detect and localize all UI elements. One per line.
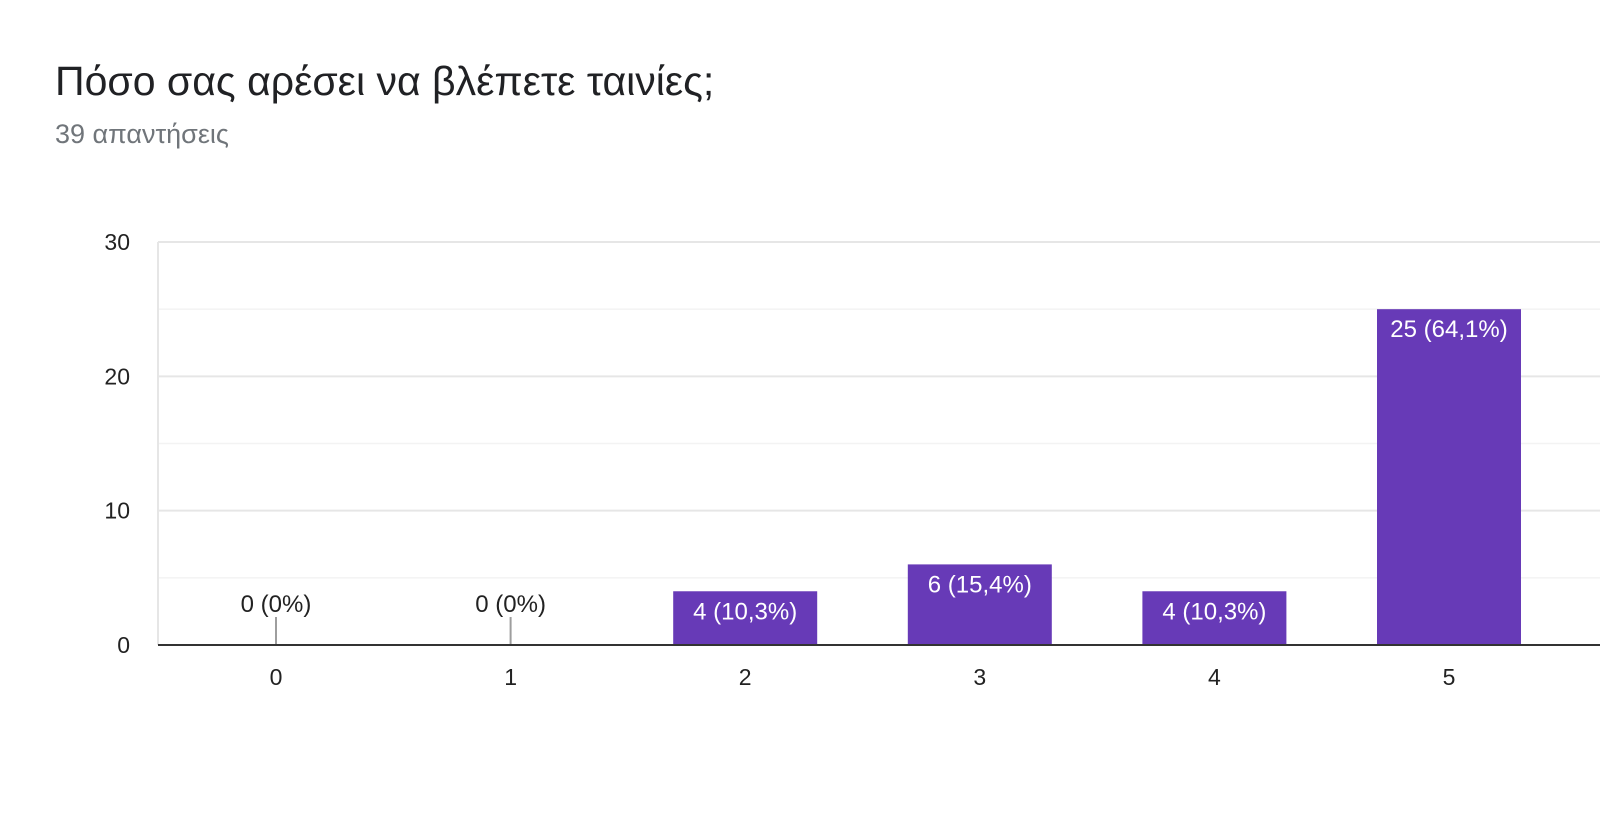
bar-data-label: 25 (64,1%): [1390, 316, 1507, 343]
gridlines: [157, 241, 1600, 645]
bar-data-label: 6 (15,4%): [928, 571, 1032, 598]
bar: [907, 564, 1052, 645]
chart-title: Πόσο σας αρέσει να βλέπετε ταινίες;: [55, 58, 715, 104]
y-tick-label: 30: [104, 229, 130, 255]
bar-data-label: 4 (10,3%): [693, 598, 797, 625]
data-labels: 0 (0%) 0 (0%) 4 (10,3%) 6 (15,4%) 4 (10,3%) 2…: [241, 316, 1508, 625]
bar-data-label: 0 (0%): [241, 591, 312, 618]
response-count: 39 απαντήσεις: [55, 119, 229, 149]
axes: 0 10 20 30 0 1 2 3 4 5: [104, 229, 1600, 690]
x-tick-label: 0: [270, 664, 283, 690]
bar: [673, 591, 818, 645]
y-tick-label: 0: [117, 632, 130, 658]
x-tick-label: 4: [1208, 664, 1221, 690]
x-tick-label: 2: [739, 664, 752, 690]
x-tick-label: 5: [1443, 664, 1456, 690]
bar-data-label: 4 (10,3%): [1162, 598, 1266, 625]
y-tick-label: 20: [104, 363, 130, 389]
x-tick-label: 3: [973, 664, 986, 690]
bar-data-label: 0 (0%): [475, 591, 546, 618]
y-tick-label: 10: [104, 498, 130, 524]
bars: [275, 309, 1521, 645]
bar: [1377, 309, 1521, 645]
bar: [1142, 591, 1287, 645]
x-tick-label: 1: [504, 664, 517, 690]
